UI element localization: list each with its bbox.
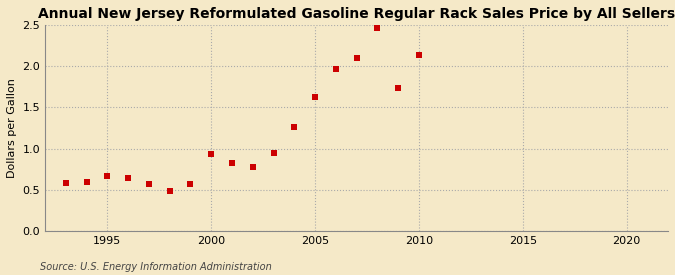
Point bbox=[206, 152, 217, 156]
Point bbox=[331, 67, 342, 71]
Text: Source: U.S. Energy Information Administration: Source: U.S. Energy Information Administ… bbox=[40, 262, 272, 272]
Point bbox=[351, 56, 362, 60]
Title: Annual New Jersey Reformulated Gasoline Regular Rack Sales Price by All Sellers: Annual New Jersey Reformulated Gasoline … bbox=[38, 7, 675, 21]
Point bbox=[61, 180, 72, 185]
Point bbox=[81, 180, 92, 184]
Point bbox=[123, 175, 134, 180]
Point bbox=[268, 151, 279, 155]
Point bbox=[102, 174, 113, 178]
Point bbox=[227, 161, 238, 165]
Point bbox=[310, 95, 321, 99]
Point bbox=[414, 53, 425, 58]
Y-axis label: Dollars per Gallon: Dollars per Gallon bbox=[7, 78, 17, 178]
Point bbox=[372, 26, 383, 31]
Point bbox=[185, 182, 196, 186]
Point bbox=[144, 182, 155, 186]
Point bbox=[289, 125, 300, 130]
Point bbox=[393, 86, 404, 90]
Point bbox=[247, 165, 258, 169]
Point bbox=[164, 189, 175, 193]
